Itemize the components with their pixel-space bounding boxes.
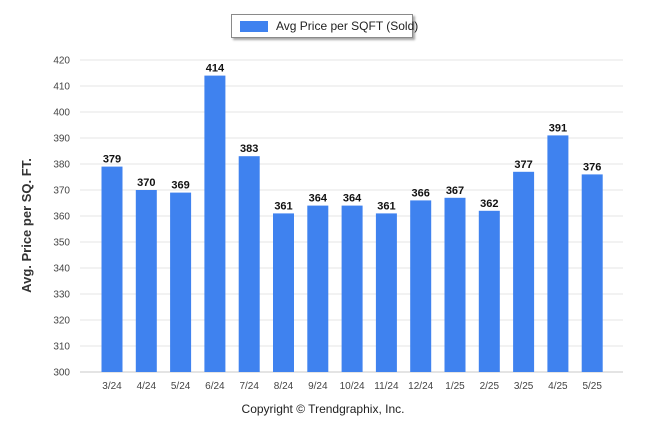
data-label: 391 [549, 122, 567, 134]
legend-swatch [240, 20, 268, 32]
bars [101, 75, 603, 372]
bar-1-25[interactable] [444, 197, 466, 372]
data-label: 366 [412, 187, 430, 199]
data-label: 369 [171, 180, 189, 192]
y-tick-label: 310 [53, 342, 70, 353]
data-label: 362 [480, 198, 498, 210]
bar-2-25[interactable] [478, 210, 500, 372]
y-tick-label: 380 [53, 160, 70, 171]
bar-11-24[interactable] [375, 213, 397, 372]
bar-5-25[interactable] [581, 174, 603, 372]
x-tick-label: 2/25 [480, 381, 500, 392]
y-tick-label: 340 [53, 264, 70, 275]
data-label: 361 [274, 200, 292, 212]
y-tick-label: 330 [53, 290, 70, 301]
data-label: 364 [343, 193, 362, 205]
x-tick-label: 1/25 [445, 381, 465, 392]
y-tick-label: 360 [53, 212, 70, 223]
x-axis-ticks: 3/24 4/24 5/24 6/24 7/24 8/24 9/24 10/24 11/24 12… [102, 381, 602, 392]
bar-6-24[interactable] [204, 75, 226, 372]
y-axis-title-wrap: Avg. Price per SQ. FT. [8, 150, 44, 300]
data-label: 376 [583, 161, 601, 173]
x-tick-label: 6/24 [205, 381, 225, 392]
data-label: 364 [309, 193, 328, 205]
bar-7-24[interactable] [238, 156, 260, 372]
y-tick-label: 370 [53, 186, 70, 197]
y-axis-ticks: 300 310 320 330 340 350 360 370 380 390 400 410 420 [53, 56, 70, 379]
data-label: 370 [137, 177, 155, 189]
bar-9-24[interactable] [307, 205, 329, 372]
bar-4-25[interactable] [547, 135, 569, 372]
data-label: 414 [206, 63, 225, 75]
data-label: 367 [446, 185, 464, 197]
y-tick-label: 350 [53, 238, 70, 249]
bar-10-24[interactable] [341, 205, 363, 372]
data-label: 377 [514, 159, 532, 171]
bar-12-24[interactable] [410, 200, 432, 372]
bar-5-24[interactable] [170, 192, 192, 372]
legend[interactable]: Avg Price per SQFT (Sold) [231, 14, 418, 38]
x-tick-label: 3/24 [102, 381, 122, 392]
x-tick-label: 4/24 [137, 381, 157, 392]
y-tick-label: 420 [53, 56, 70, 67]
y-tick-label: 320 [53, 316, 70, 327]
y-tick-label: 300 [53, 368, 70, 379]
data-label: 383 [240, 143, 258, 155]
x-tick-label: 3/25 [514, 381, 534, 392]
data-label: 379 [103, 154, 121, 166]
data-labels: 379 370 369 414 383 361 364 364 361 366 367 362 377 3… [103, 63, 602, 213]
legend-label: Avg Price per SQFT (Sold) [276, 19, 419, 33]
bar-8-24[interactable] [273, 213, 294, 372]
data-label: 361 [377, 200, 395, 212]
copyright-text: Copyright © Trendgraphix, Inc. [241, 402, 405, 416]
x-tick-label: 11/24 [374, 381, 399, 392]
x-tick-label: 8/24 [274, 381, 294, 392]
x-tick-label: 9/24 [308, 381, 328, 392]
x-tick-label: 4/25 [548, 381, 568, 392]
y-tick-label: 410 [53, 82, 70, 93]
bar-4-24[interactable] [135, 190, 157, 372]
x-tick-label: 5/24 [171, 381, 191, 392]
y-tick-label: 390 [53, 134, 70, 145]
x-tick-label: 7/24 [239, 381, 259, 392]
bar-3-25[interactable] [513, 171, 535, 372]
bar-3-24[interactable] [101, 166, 123, 372]
y-axis-title: Avg. Price per SQ. FT. [18, 157, 34, 293]
x-tick-label: 5/25 [582, 381, 602, 392]
x-tick-label: 12/24 [408, 381, 433, 392]
y-tick-label: 400 [53, 108, 70, 119]
x-tick-label: 10/24 [340, 381, 365, 392]
